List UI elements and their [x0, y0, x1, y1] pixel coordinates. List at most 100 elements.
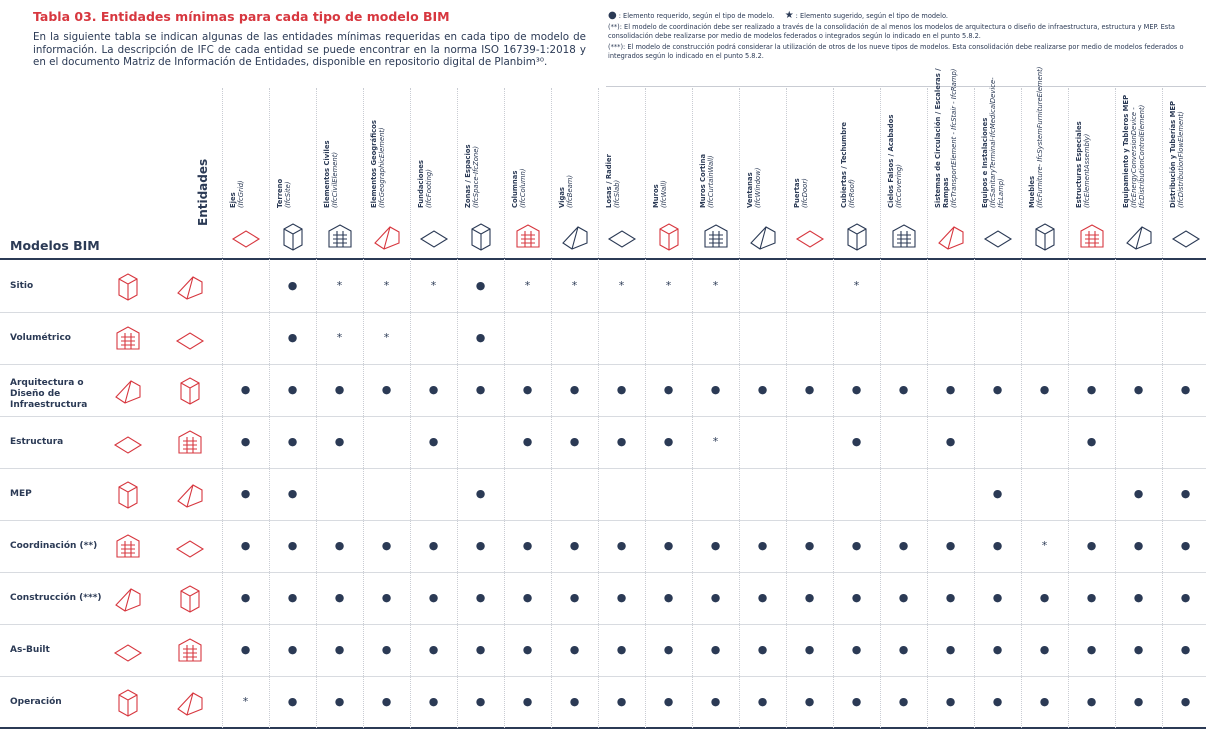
cell-mark: ●	[804, 539, 815, 552]
column-divider	[833, 88, 834, 728]
row-divider	[0, 676, 1206, 677]
column-label: Cubiertas / Techumbre (IfcRoof)	[840, 48, 856, 208]
row-label: Sitio	[10, 280, 34, 291]
icon	[703, 224, 728, 248]
icon	[749, 226, 776, 250]
column-divider	[410, 88, 411, 728]
table-description: En la siguiente tabla se indican algunas…	[33, 31, 586, 69]
cell-mark: ●	[851, 383, 862, 396]
legend-symbol: ★	[784, 10, 794, 21]
cell-mark: ●	[475, 643, 486, 656]
column-name: Estructuras Especiales	[1075, 121, 1083, 208]
row-divider	[0, 312, 1206, 313]
column-name: Elementos Geográficos	[370, 120, 378, 208]
column-label: Estructuras Especiales (IfcElementAssembl…	[1075, 48, 1091, 208]
cell-mark: ●	[851, 695, 862, 708]
icon	[118, 689, 138, 717]
icon	[175, 540, 205, 558]
column-label: Muros Cortina (IfcCurtainWall)	[699, 48, 715, 208]
column-divider	[739, 88, 740, 728]
icon	[515, 224, 540, 248]
cell-mark: ●	[240, 487, 251, 500]
cell-mark: ●	[287, 435, 298, 448]
column-label: Columnas (IfcColumn)	[511, 48, 527, 208]
cell-mark: ●	[945, 591, 956, 604]
cell-mark: *	[1041, 539, 1048, 552]
column-divider	[551, 88, 552, 728]
column-label: Elementos Civiles (IfcCivilElement)	[323, 48, 339, 208]
cell-mark: ●	[757, 383, 768, 396]
cell-mark: *	[524, 279, 531, 292]
cell-mark: ●	[287, 331, 298, 344]
column-label: Distribución y Tuberías MEP (IfcDistribut…	[1169, 48, 1185, 208]
legend-line: ●: Elemento requerido, según el tipo de …	[608, 10, 1200, 21]
icon	[115, 588, 141, 612]
icon	[178, 638, 202, 662]
cell-mark: ●	[475, 695, 486, 708]
row-divider	[0, 572, 1206, 573]
legend-note: (**): El modelo de coordinación debe ser…	[608, 23, 1175, 40]
icon	[607, 230, 636, 248]
column-name: Sistemas de Circulación / Escaleras / Ra…	[934, 68, 950, 208]
column-ifc: (IfcSite)	[284, 181, 292, 209]
cell-mark: ●	[945, 383, 956, 396]
icon	[116, 534, 140, 558]
column-label: Zonas / Espacios (IfcSpace-IfcZone)	[464, 48, 480, 209]
column-name: Elementos Civiles	[323, 140, 331, 208]
cell-mark: ●	[804, 643, 815, 656]
cell-mark: *	[430, 279, 437, 292]
column-ifc: (IfcFurniture- IfcSystemFurnitureElement…	[1036, 66, 1044, 208]
cell-mark: ●	[992, 539, 1003, 552]
row-label: Arquitectura o Diseño de Infraestructura	[10, 378, 88, 410]
icon	[177, 484, 203, 508]
icon	[113, 644, 143, 662]
icon	[1079, 224, 1104, 248]
cell-mark: ●	[804, 695, 815, 708]
cell-mark: ●	[616, 383, 627, 396]
cell-mark: ●	[569, 539, 580, 552]
cell-mark: ●	[287, 487, 298, 500]
row-divider	[0, 468, 1206, 469]
cell-mark: ●	[945, 695, 956, 708]
cell-mark: ●	[334, 539, 345, 552]
legend-text: : Elemento sugerido, según el tipo de mo…	[795, 12, 948, 20]
cell-mark: ●	[1086, 383, 1097, 396]
column-ifc: (IfcDistributionFlowElement)	[1177, 111, 1185, 208]
column-label: Fundaciones (IfcFooting)	[417, 48, 433, 208]
cell-mark: ●	[240, 643, 251, 656]
column-label: Equipos e Instalaciones (IfcSanitaryTermi…	[981, 48, 1005, 208]
column-ifc: (IfcGrid)	[237, 180, 245, 208]
column-label: Ventanas (IfcWindow)	[746, 48, 762, 208]
cell-mark: ●	[522, 435, 533, 448]
column-name: Distribución y Tuberías MEP	[1169, 101, 1177, 208]
row-label: MEP	[10, 488, 32, 499]
cell-mark: ●	[851, 591, 862, 604]
icon	[327, 224, 352, 248]
legend: ●: Elemento requerido, según el tipo de …	[608, 10, 1200, 63]
cell-mark: ●	[569, 591, 580, 604]
cell-mark: ●	[992, 383, 1003, 396]
cell-mark: ●	[616, 435, 627, 448]
cell-mark: ●	[663, 435, 674, 448]
cell-mark: ●	[428, 383, 439, 396]
icon	[419, 230, 448, 248]
column-divider	[457, 88, 458, 728]
column-name: Muros Cortina	[699, 153, 707, 208]
column-ifc: (IfcRoof)	[848, 179, 856, 208]
cell-mark: ●	[1180, 643, 1191, 656]
cell-mark: ●	[663, 383, 674, 396]
cell-mark: *	[712, 435, 719, 448]
column-ifc: (IfcSanitaryTerminal-IfcMedicalDevice-If…	[989, 77, 1005, 208]
column-name: Ejes	[229, 192, 237, 208]
cell-mark: ●	[240, 383, 251, 396]
row-label: Construcción (***)	[10, 592, 102, 603]
cell-mark: ●	[1133, 643, 1144, 656]
cell-mark: ●	[992, 591, 1003, 604]
cell-mark: ●	[287, 591, 298, 604]
icon	[937, 226, 964, 250]
column-name: Fundaciones	[417, 160, 425, 208]
cell-mark: ●	[334, 643, 345, 656]
cell-mark: ●	[898, 539, 909, 552]
column-ifc: (IfcCovering)	[895, 164, 903, 208]
column-divider	[880, 88, 881, 728]
